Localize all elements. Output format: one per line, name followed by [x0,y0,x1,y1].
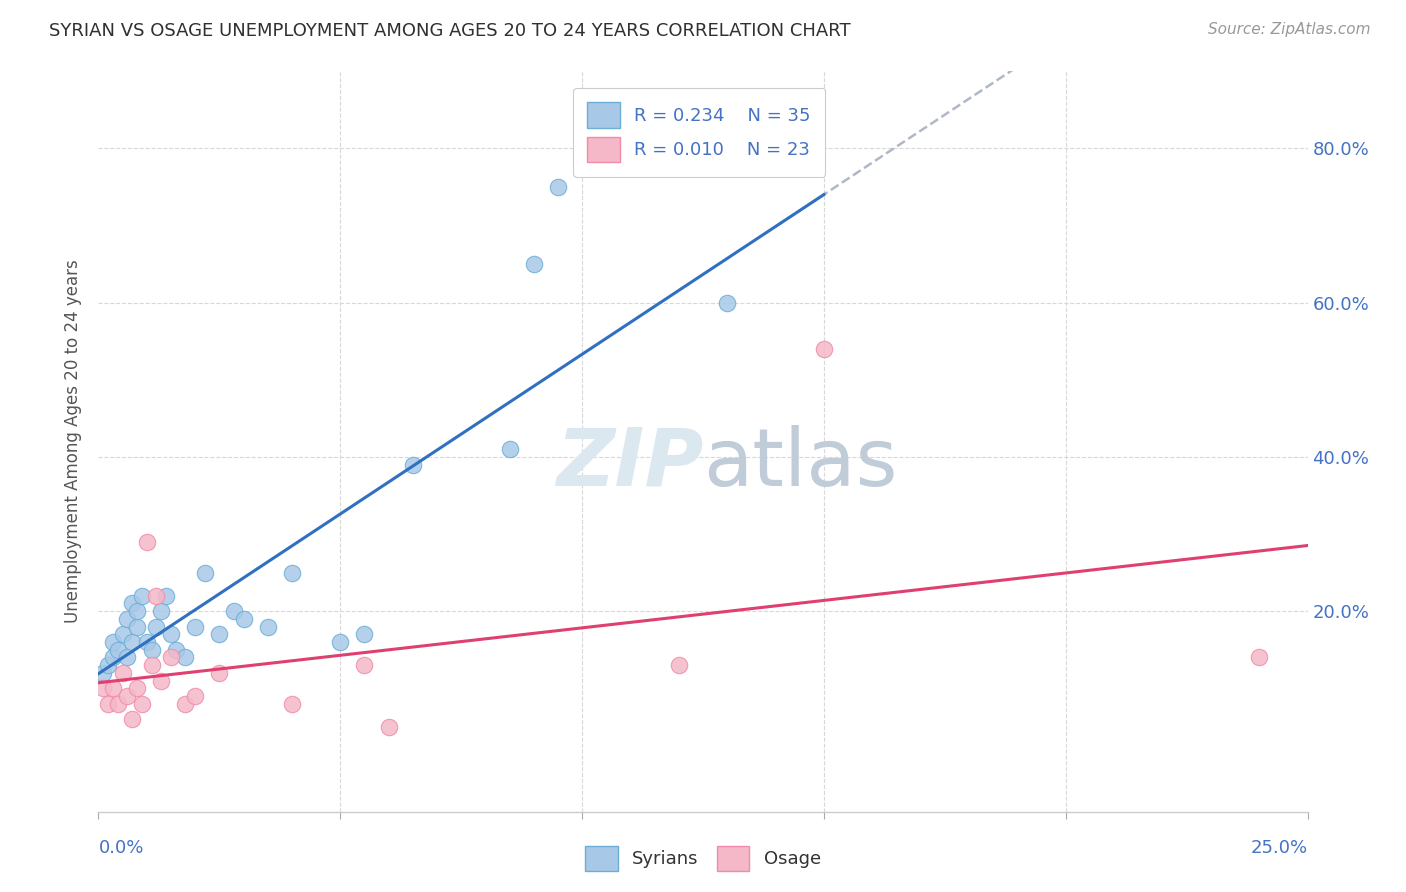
Legend: R = 0.234    N = 35, R = 0.010    N = 23: R = 0.234 N = 35, R = 0.010 N = 23 [574,87,825,177]
Point [121,597,143,611]
Point [145,619,167,633]
Point [716,295,738,310]
Point [547,180,569,194]
Point [402,458,425,472]
Point [498,442,520,457]
Point [97,658,120,673]
Point [107,642,129,657]
Point [208,627,231,641]
Point [1249,650,1271,665]
Point [91,665,114,680]
Text: Source: ZipAtlas.com: Source: ZipAtlas.com [1208,22,1371,37]
Point [174,697,197,711]
Point [281,566,304,580]
Point [165,642,187,657]
Point [281,697,304,711]
Point [145,589,167,603]
Point [121,712,143,726]
Point [232,612,254,626]
Point [184,689,207,703]
Legend: Syrians, Osage: Syrians, Osage [578,838,828,879]
Point [160,627,183,641]
Point [135,534,157,549]
Text: 25.0%: 25.0% [1250,838,1308,856]
Point [160,650,183,665]
Point [813,342,835,356]
Point [101,650,124,665]
Point [101,681,124,696]
Point [121,635,143,649]
Text: 0.0%: 0.0% [98,838,143,856]
Point [523,257,546,271]
Point [107,697,129,711]
Point [111,665,134,680]
Point [111,627,134,641]
Point [222,604,245,618]
Point [117,650,139,665]
Point [668,658,690,673]
Point [135,635,157,649]
Point [141,658,163,673]
Point [127,619,149,633]
Point [184,619,207,633]
Text: ZIP: ZIP [555,425,703,503]
Point [256,619,278,633]
Point [353,627,375,641]
Point [131,697,153,711]
Point [150,604,173,618]
Point [97,697,120,711]
Point [194,566,217,580]
Point [174,650,197,665]
Point [329,635,352,649]
Text: atlas: atlas [703,425,897,503]
Point [91,681,114,696]
Point [155,589,177,603]
Point [127,604,149,618]
Point [101,635,124,649]
Point [117,612,139,626]
Point [208,665,231,680]
Text: SYRIAN VS OSAGE UNEMPLOYMENT AMONG AGES 20 TO 24 YEARS CORRELATION CHART: SYRIAN VS OSAGE UNEMPLOYMENT AMONG AGES … [49,22,851,40]
Point [127,681,149,696]
Point [117,689,139,703]
Point [131,589,153,603]
Y-axis label: Unemployment Among Ages 20 to 24 years: Unemployment Among Ages 20 to 24 years [65,260,83,624]
Point [150,673,173,688]
Point [377,720,399,734]
Point [141,642,163,657]
Point [353,658,375,673]
